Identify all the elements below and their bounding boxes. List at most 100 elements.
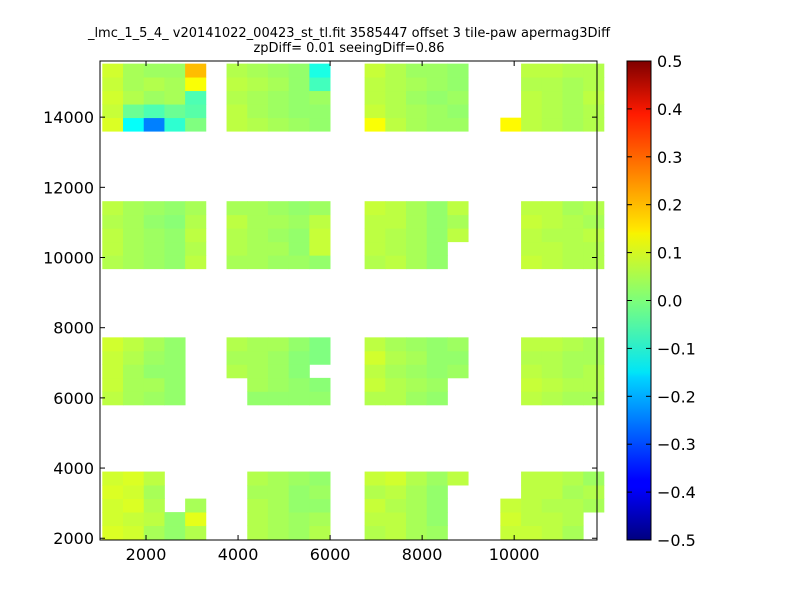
heatmap-cell	[521, 471, 543, 486]
heatmap-cell	[541, 77, 563, 92]
y-tick-label: 14000	[43, 108, 94, 127]
heatmap-cell	[247, 117, 269, 132]
heatmap-cell	[364, 350, 386, 365]
heatmap-cell	[583, 485, 605, 499]
heatmap-cell	[562, 525, 584, 540]
heatmap-cell	[309, 350, 331, 365]
heatmap-cell	[364, 214, 386, 229]
heatmap-cell	[247, 391, 269, 406]
heatmap-cell	[288, 201, 310, 216]
heatmap-cell	[267, 201, 290, 216]
heatmap-cell	[288, 391, 310, 406]
heatmap-cell	[102, 201, 124, 216]
heatmap-cell	[267, 498, 290, 513]
heatmap-cell	[406, 104, 428, 119]
heatmap-cell	[102, 391, 124, 406]
chart-subtitle: zpDiff= 0.01 seeingDiff=0.86	[253, 41, 444, 56]
heatmap-cell	[309, 255, 331, 270]
heatmap-cell	[164, 364, 186, 379]
heatmap-cell	[406, 485, 428, 499]
heatmap-cell	[309, 90, 331, 105]
heatmap-cell	[406, 241, 428, 256]
heatmap-cell	[364, 63, 386, 78]
heatmap-cell	[288, 255, 310, 270]
y-tick-label: 4000	[53, 459, 94, 478]
heatmap-cell	[102, 512, 124, 527]
colorbar-tick-label: −0.5	[657, 531, 696, 550]
heatmap-cell	[562, 90, 584, 105]
colorbar-tick-label: −0.2	[657, 387, 696, 406]
heatmap-cell	[309, 104, 331, 119]
heatmap-cell	[426, 525, 448, 540]
heatmap-cell	[364, 117, 386, 132]
heatmap-cell	[309, 117, 331, 132]
y-axis: 2000 4000 6000 8000 10000 12000 14000	[43, 108, 597, 548]
heatmap-cell	[562, 201, 584, 216]
heatmap-cell	[309, 63, 331, 78]
heatmap-cell	[364, 485, 386, 499]
heatmap-cell	[288, 485, 310, 499]
heatmap-cell	[185, 90, 207, 105]
heatmap-cell	[288, 90, 310, 105]
heatmap-cell	[426, 77, 448, 92]
heatmap-cell	[123, 525, 145, 540]
heatmap-cell	[521, 255, 543, 270]
heatmap-cell	[143, 255, 165, 270]
heatmap-cell	[385, 104, 407, 119]
heatmap-cell	[247, 228, 269, 243]
heatmap-cell	[247, 77, 269, 92]
heatmap-cell	[267, 471, 290, 486]
heatmap-cell	[562, 104, 584, 119]
y-tick-label: 8000	[53, 319, 94, 338]
heatmap-cell	[406, 337, 428, 352]
heatmap-cell	[309, 498, 331, 513]
heatmap-cell	[267, 241, 290, 256]
heatmap-cell	[541, 241, 563, 256]
heatmap-cell	[521, 90, 543, 105]
heatmap-cell	[541, 255, 563, 270]
heatmap-cell	[583, 104, 605, 119]
heatmap-cell	[562, 377, 584, 392]
heatmap-cell	[309, 77, 331, 92]
heatmap-cell	[447, 228, 469, 243]
heatmap-cell	[164, 214, 186, 229]
heatmap-cell	[226, 241, 248, 256]
heatmap-cell	[267, 364, 290, 379]
heatmap-cell	[385, 350, 407, 365]
heatmap-cell	[309, 471, 331, 486]
heatmap-cell	[143, 63, 165, 78]
heatmap-cell	[541, 350, 563, 365]
heatmap-cell	[364, 391, 386, 406]
heatmap-cell	[385, 471, 407, 486]
heatmap-cell	[185, 512, 207, 527]
x-tick-label: 10000	[489, 545, 540, 564]
heatmap-cell	[426, 104, 448, 119]
heatmap-cell	[309, 525, 331, 540]
heatmap-cell	[583, 90, 605, 105]
heatmap-cell	[426, 63, 448, 78]
heatmap-cell	[406, 255, 428, 270]
heatmap-cell	[102, 471, 124, 486]
heatmap-cell	[164, 201, 186, 216]
colorbar-tick-label: 0.0	[657, 292, 682, 311]
heatmap-cell	[185, 117, 207, 132]
heatmap-cell	[364, 77, 386, 92]
heatmap-cell	[123, 214, 145, 229]
heatmap-cell	[364, 337, 386, 352]
heatmap-cell	[521, 77, 543, 92]
heatmap-cell	[123, 337, 145, 352]
heatmap-cell	[164, 337, 186, 352]
heatmap-cell	[267, 337, 290, 352]
heatmap-cell	[185, 201, 207, 216]
heatmap-cell	[364, 377, 386, 392]
heatmap-cell	[247, 214, 269, 229]
heatmap-cell	[562, 512, 584, 527]
heatmap-cell	[426, 214, 448, 229]
heatmap-cell	[583, 228, 605, 243]
heatmap-cell	[385, 498, 407, 513]
heatmap-cell	[226, 63, 248, 78]
heatmap-cell	[583, 377, 605, 392]
heatmap-cell	[541, 471, 563, 486]
heatmap-cell	[247, 241, 269, 256]
heatmap-cell	[583, 498, 605, 513]
